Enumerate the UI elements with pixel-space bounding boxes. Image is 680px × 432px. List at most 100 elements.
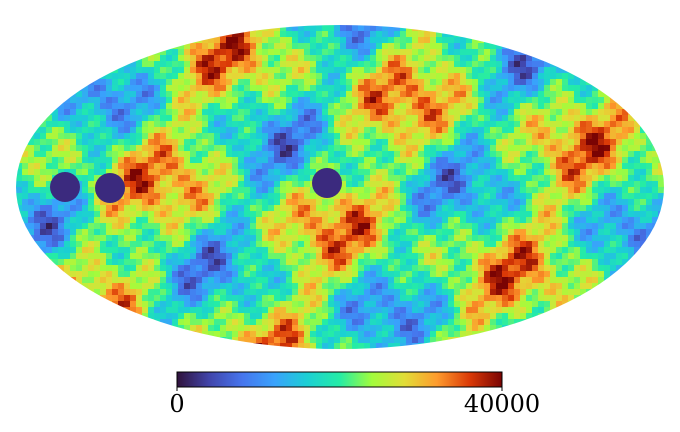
sky-cell [514,211,520,217]
sky-cell [214,139,220,145]
sky-cell [166,73,172,79]
sky-cell [334,103,340,109]
sky-cell [142,55,148,61]
sky-cell [442,223,448,229]
sky-cell [406,259,412,265]
sky-cell [244,43,250,49]
sky-cell [622,217,628,223]
sky-cell [550,295,556,301]
sky-cell [424,241,430,247]
sky-cell [310,211,316,217]
sky-cell [454,163,460,169]
sky-cell [244,277,250,283]
sky-cell [166,289,172,295]
sky-cell [340,307,346,313]
sky-cell [592,217,598,223]
sky-cell [88,205,94,211]
sky-cell [490,49,496,55]
sky-cell [358,277,364,283]
sky-cell [262,121,268,127]
sky-cell [232,145,238,151]
sky-cell [652,157,658,163]
sky-cell [130,211,136,217]
sky-cell [88,91,94,97]
sky-cell [202,103,208,109]
sky-cell [112,85,118,91]
sky-cell [526,175,532,181]
sky-cell [430,319,436,325]
sky-cell [532,193,538,199]
sky-cell [130,235,136,241]
sky-cell [454,121,460,127]
sky-cell [238,229,244,235]
sky-cell [340,199,346,205]
sky-cell [586,217,592,223]
sky-cell [94,73,100,79]
sky-cell [526,139,532,145]
sky-cell [406,91,412,97]
sky-cell [172,199,178,205]
sky-cell [502,253,508,259]
sky-cell [400,91,406,97]
sky-cell [448,163,454,169]
sky-cell [472,235,478,241]
sky-cell [178,277,184,283]
sky-cell [496,235,502,241]
sky-cell [58,229,64,235]
sky-cell [262,289,268,295]
sky-cell [316,151,322,157]
sky-cell [418,187,424,193]
sky-cell [196,103,202,109]
sky-cell [262,253,268,259]
sky-cell [340,163,346,169]
sky-cell [250,181,256,187]
sky-cell [310,253,316,259]
sky-cell [118,235,124,241]
sky-cell [550,253,556,259]
sky-cell [328,337,334,343]
sky-cell [424,337,430,343]
sky-cell [148,283,154,289]
sky-cell [616,145,622,151]
sky-cell [226,301,232,307]
sky-cell [604,223,610,229]
sky-cell [262,37,268,43]
sky-cell [172,85,178,91]
sky-cell [580,169,586,175]
sky-cell [124,211,130,217]
sky-cell [454,31,460,37]
sky-cell [328,157,334,163]
sky-cell [328,25,334,31]
sky-cell [538,163,544,169]
sky-cell [142,289,148,295]
sky-cell [652,151,658,157]
sky-cell [154,55,160,61]
sky-cell [256,115,262,121]
sky-cell [148,73,154,79]
sky-cell [526,271,532,277]
sky-cell [592,235,598,241]
sky-cell [94,271,100,277]
sky-cell [274,205,280,211]
sky-cell [310,91,316,97]
sky-cell [436,121,442,127]
sky-cell [238,253,244,259]
sky-cell [418,193,424,199]
sky-cell [70,229,76,235]
sky-cell [112,73,118,79]
sky-cell [184,73,190,79]
sky-cell [190,73,196,79]
sky-cell [430,241,436,247]
sky-cell [406,127,412,133]
sky-cell [214,277,220,283]
sky-cell [388,103,394,109]
sky-cell [424,115,430,121]
sky-cell [58,121,64,127]
sky-cell [454,247,460,253]
sky-cell [454,307,460,313]
sky-cell [82,181,88,187]
sky-cell [232,277,238,283]
sky-cell [364,37,370,43]
sky-cell [526,67,532,73]
sky-cell [568,187,574,193]
